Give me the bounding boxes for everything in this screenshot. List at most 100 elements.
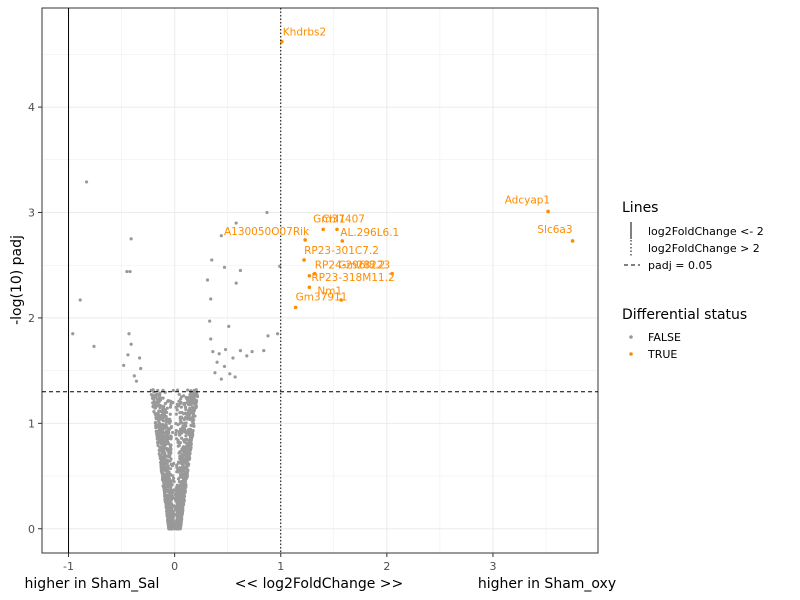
gene-label: Slc6a3 bbox=[537, 224, 572, 236]
nonsignificant-point bbox=[166, 448, 170, 453]
nonsignificant-point bbox=[166, 504, 170, 509]
nonsignificant-point bbox=[190, 431, 194, 435]
y-axis-title: -log(10) padj bbox=[9, 235, 25, 325]
nonsignificant-point bbox=[175, 492, 179, 496]
nonsignificant-point bbox=[181, 489, 185, 494]
y-tick-label: 4 bbox=[28, 101, 35, 114]
nonsignificant-point bbox=[238, 349, 243, 353]
nonsignificant-point bbox=[180, 512, 184, 516]
nonsignificant-point bbox=[180, 428, 185, 432]
nonsignificant-point bbox=[171, 400, 175, 405]
nonsignificant-point bbox=[265, 210, 269, 215]
nonsignificant-point bbox=[180, 481, 184, 485]
nonsignificant-point bbox=[182, 461, 187, 465]
nonsignificant-point bbox=[184, 482, 188, 487]
legend-status-title: Differential status bbox=[622, 307, 747, 323]
nonsignificant-point bbox=[170, 511, 174, 515]
nonsignificant-point bbox=[222, 265, 227, 269]
nonsignificant-point bbox=[159, 417, 163, 421]
nonsignificant-point bbox=[122, 363, 126, 367]
nonsignificant-point bbox=[169, 435, 173, 439]
nonsignificant-point bbox=[163, 415, 167, 419]
nonsignificant-point bbox=[153, 420, 158, 425]
nonsignificant-point bbox=[176, 489, 181, 494]
nonsignificant-point bbox=[160, 408, 165, 412]
gene-label: Khdrbs2 bbox=[283, 27, 326, 39]
gene-label: Adcyap1 bbox=[505, 194, 550, 206]
nonsignificant-point bbox=[184, 421, 188, 425]
nonsignificant-point bbox=[178, 517, 183, 522]
nonsignificant-point bbox=[128, 269, 132, 274]
nonsignificant-point bbox=[182, 479, 186, 484]
nonsignificant-point bbox=[159, 469, 164, 473]
nonsignificant-point bbox=[167, 526, 171, 530]
nonsignificant-point bbox=[266, 334, 270, 338]
nonsignificant-point bbox=[182, 417, 186, 421]
nonsignificant-point bbox=[170, 524, 175, 528]
nonsignificant-point bbox=[157, 432, 161, 436]
nonsignificant-point bbox=[125, 269, 129, 274]
nonsignificant-point bbox=[163, 431, 167, 435]
nonsignificant-point bbox=[165, 417, 169, 421]
nonsignificant-point bbox=[157, 418, 161, 422]
nonsignificant-point bbox=[164, 485, 168, 490]
nonsignificant-point bbox=[156, 398, 160, 402]
nonsignificant-point bbox=[166, 459, 170, 463]
gene-label: A130050O07Rik bbox=[224, 226, 310, 238]
significant-point bbox=[302, 258, 306, 262]
nonsignificant-point bbox=[172, 476, 176, 480]
nonsignificant-point bbox=[177, 521, 181, 525]
nonsignificant-point bbox=[158, 406, 162, 410]
nonsignificant-point bbox=[194, 388, 198, 392]
nonsignificant-point bbox=[159, 429, 164, 434]
nonsignificant-point bbox=[173, 497, 177, 501]
nonsignificant-point bbox=[184, 445, 188, 449]
nonsignificant-point bbox=[162, 473, 166, 477]
nonsignificant-point bbox=[180, 475, 184, 479]
nonsignificant-point bbox=[190, 408, 194, 412]
nonsignificant-point bbox=[155, 437, 160, 441]
nonsignificant-point bbox=[171, 461, 176, 466]
nonsignificant-point bbox=[234, 221, 238, 225]
nonsignificant-point bbox=[71, 332, 75, 336]
nonsignificant-point bbox=[219, 234, 223, 238]
nonsignificant-point bbox=[168, 517, 172, 521]
nonsignificant-point bbox=[190, 393, 194, 397]
x-tick-label: 3 bbox=[489, 560, 496, 573]
nonsignificant-point bbox=[157, 452, 161, 456]
nonsignificant-point bbox=[219, 377, 223, 381]
nonsignificant-point bbox=[181, 485, 185, 489]
nonsignificant-point bbox=[182, 402, 186, 406]
nonsignificant-point bbox=[154, 425, 158, 430]
nonsignificant-point bbox=[185, 464, 189, 468]
nonsignificant-point bbox=[78, 298, 82, 302]
nonsignificant-point bbox=[175, 502, 180, 506]
nonsignificant-point bbox=[217, 352, 221, 356]
nonsignificant-point bbox=[177, 392, 181, 396]
nonsignificant-point bbox=[171, 430, 175, 435]
nonsignificant-point bbox=[160, 459, 164, 463]
gene-label: Chl1 bbox=[322, 213, 346, 225]
gene-label: Nm1 bbox=[317, 285, 342, 297]
gene-label: RP24-296I8.2 bbox=[315, 260, 386, 272]
nonsignificant-point bbox=[184, 401, 189, 405]
nonsignificant-point bbox=[163, 408, 167, 412]
nonsignificant-point bbox=[183, 452, 187, 456]
nonsignificant-point bbox=[195, 394, 200, 398]
legend-line-label: log2FoldChange > 2 bbox=[648, 242, 760, 255]
nonsignificant-point bbox=[222, 364, 227, 369]
legend-true-key bbox=[629, 352, 633, 356]
nonsignificant-point bbox=[165, 488, 169, 492]
nonsignificant-point bbox=[181, 445, 186, 449]
gene-label: AL.296L6.1 bbox=[340, 227, 399, 239]
nonsignificant-point bbox=[187, 427, 192, 431]
nonsignificant-point bbox=[138, 356, 142, 360]
nonsignificant-point bbox=[184, 434, 188, 438]
nonsignificant-point bbox=[161, 413, 165, 417]
nonsignificant-point bbox=[176, 477, 181, 481]
nonsignificant-point bbox=[165, 441, 169, 445]
nonsignificant-point bbox=[209, 337, 213, 341]
data-points bbox=[71, 39, 575, 531]
nonsignificant-point bbox=[153, 411, 157, 416]
nonsignificant-point bbox=[177, 480, 182, 484]
